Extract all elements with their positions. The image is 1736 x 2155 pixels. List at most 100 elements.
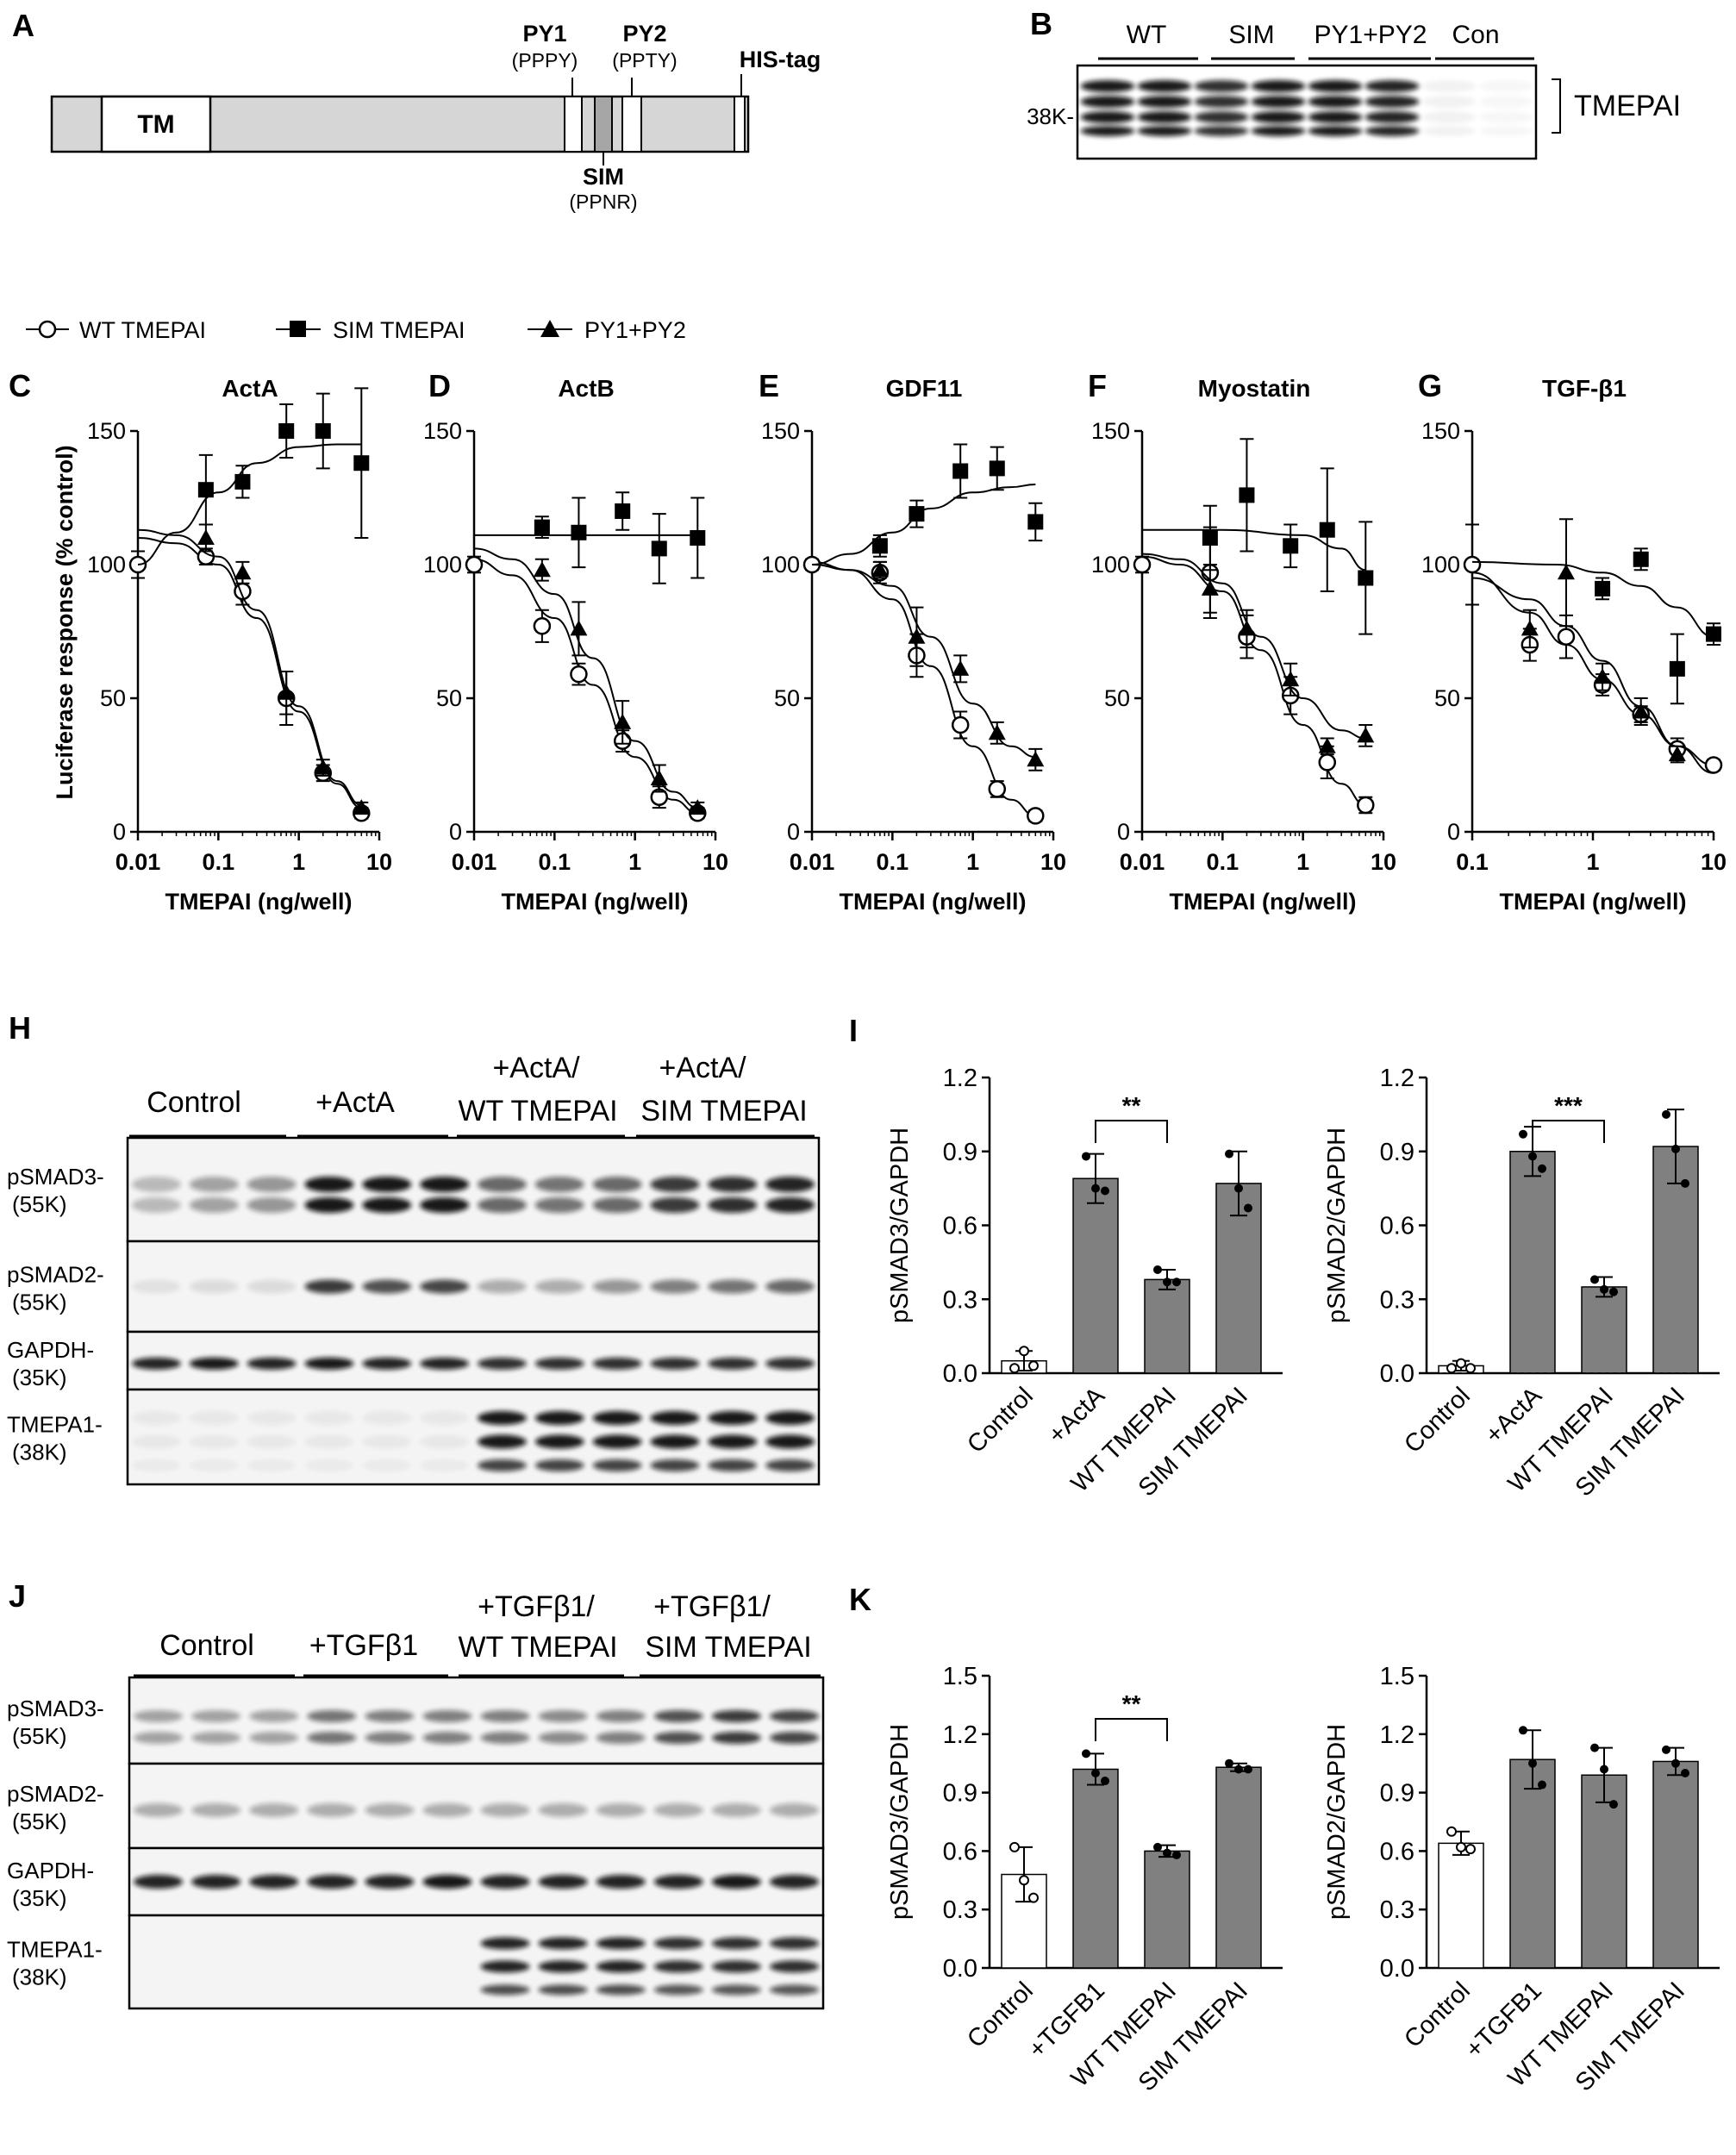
tm-label: TM: [137, 110, 174, 139]
data-point: [1357, 727, 1375, 743]
data-point: [988, 724, 1006, 740]
data-point: [570, 620, 588, 636]
chart-k2: 0.00.30.60.91.21.5pSMAD2/GAPDHControl+TG…: [1323, 1663, 1720, 2097]
band: [1080, 111, 1135, 123]
band: [592, 1197, 642, 1213]
y-tick-label: 100: [87, 552, 126, 578]
replicate-point: [1163, 1277, 1171, 1287]
band: [480, 1802, 530, 1817]
x-tick-label: 1: [1586, 849, 1599, 875]
series-sim-tmepai: [473, 491, 706, 584]
data-point: [353, 799, 371, 815]
curves-ylabel: Luciferase response (% control): [52, 445, 78, 799]
bar: [1072, 1768, 1119, 1969]
y-tick-label: 50: [1104, 685, 1130, 711]
data-point: [1669, 660, 1685, 677]
data-point: [314, 759, 332, 775]
band: [420, 1434, 469, 1449]
data-point: [1632, 703, 1650, 719]
band: [769, 1732, 819, 1744]
replicate-point: [1519, 1129, 1527, 1139]
replicate-point: [1681, 1769, 1689, 1777]
band: [650, 1279, 700, 1294]
y-tick-label: 0.6: [943, 1213, 977, 1240]
band: [304, 1177, 354, 1192]
bar: [1652, 1760, 1699, 1969]
band: [304, 1357, 354, 1370]
band: [134, 1732, 184, 1744]
panel-f-chart: Myostatin 0 50 100 150 0.01 0.1 1 10 TMEPAI (ng/w…: [1091, 375, 1396, 915]
y-tick-label: 1.5: [943, 1663, 977, 1690]
fit-curve: [811, 484, 1036, 565]
x-tick-label: 1: [628, 849, 641, 875]
band: [189, 1279, 239, 1294]
replicate-point: [1244, 1203, 1252, 1213]
band: [592, 1279, 642, 1294]
band: [769, 1937, 819, 1950]
band: [534, 1459, 584, 1471]
replicate-point: [1446, 1363, 1457, 1374]
blot-row-gapdh: GAPDH-(35K): [7, 1330, 821, 1391]
blot-strip: [126, 1330, 821, 1391]
h-group-wt-line1: +ActA/: [492, 1052, 580, 1084]
blot-row-psmad3: pSMAD3-(55K): [7, 1136, 821, 1243]
x-axis-label: TMEPAI (ng/well): [1170, 889, 1357, 915]
band: [132, 1357, 181, 1370]
band: [189, 1177, 239, 1192]
replicate-point: [1172, 1277, 1181, 1287]
replicate-point: [1671, 1144, 1680, 1153]
x-tick-label: 1: [292, 849, 305, 875]
x-tick-label: 0.01: [116, 849, 161, 875]
blot-row-tmepa1: TMEPA1-(38K): [7, 1388, 821, 1486]
data-point: [234, 473, 251, 490]
blot-strip: [126, 1388, 821, 1486]
y-tick-label: 0.3: [1380, 1896, 1414, 1924]
data-point: [1201, 579, 1219, 596]
band: [650, 1177, 700, 1192]
band: [1421, 80, 1477, 92]
band: [1137, 111, 1192, 123]
marker-38k: 38K-: [1027, 103, 1074, 129]
replicate-point: [1101, 1186, 1109, 1196]
legend-sim-marker: [290, 321, 306, 337]
lane-py: PY1+PY2: [1314, 21, 1427, 49]
x-tick-label: 0.01: [452, 849, 497, 875]
band: [765, 1411, 815, 1425]
py1-seq: (PPPY): [512, 49, 578, 72]
replicate-point: [1082, 1152, 1090, 1161]
replicate-point: [1671, 1758, 1680, 1768]
data-point: [1027, 807, 1045, 825]
data-point: [909, 506, 925, 522]
data-point: [952, 659, 970, 676]
fit-curve: [473, 558, 698, 815]
band: [365, 1710, 415, 1722]
data-point: [315, 423, 331, 439]
band: [769, 1710, 819, 1722]
band: [711, 1710, 761, 1722]
band: [1479, 80, 1533, 92]
panel-j: J Control +TGFβ1 +TGFβ1/ WT TMEPAI +TGFβ…: [7, 1578, 825, 2010]
band: [596, 1732, 646, 1744]
band: [534, 1177, 584, 1192]
band: [1194, 96, 1249, 108]
tm-domain: [100, 95, 212, 153]
band: [247, 1197, 297, 1213]
band: [132, 1177, 181, 1192]
band: [134, 1875, 184, 1889]
blot-b-frame: [1076, 64, 1538, 160]
data-point: [353, 455, 370, 472]
x-tick-label: 0.1: [877, 849, 909, 875]
band: [1137, 96, 1192, 108]
data-point: [533, 617, 552, 635]
band: [1251, 96, 1306, 108]
data-point: [1633, 551, 1649, 567]
band: [362, 1434, 412, 1449]
replicate-point: [1538, 1780, 1546, 1790]
band: [1364, 80, 1420, 92]
lane-con: Con: [1452, 21, 1499, 49]
py1-motif: [564, 96, 583, 153]
lane-wt: WT: [1127, 21, 1167, 49]
replicate-point: [1528, 1758, 1537, 1768]
